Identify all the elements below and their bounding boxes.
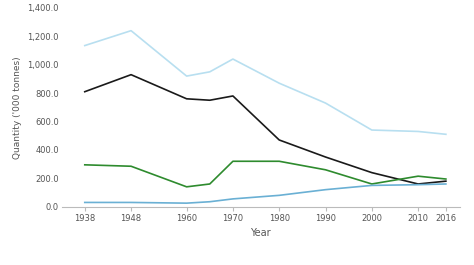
- Line: Demersal: Demersal: [85, 75, 446, 184]
- Shellfish: [184, 202, 190, 205]
- Shellfish: [276, 194, 282, 197]
- Demersal: [207, 99, 213, 102]
- Demersal: [415, 182, 421, 186]
- Shellfish: [369, 184, 374, 187]
- Total: [184, 74, 190, 78]
- Pelagic: [443, 178, 449, 181]
- Pelagic: [207, 182, 213, 186]
- Total: [128, 29, 134, 32]
- Demersal: [128, 73, 134, 76]
- Total: [207, 70, 213, 73]
- Pelagic: [230, 160, 236, 163]
- Total: [276, 82, 282, 85]
- Pelagic: [276, 160, 282, 163]
- Demersal: [276, 138, 282, 142]
- Pelagic: [369, 182, 374, 186]
- Shellfish: [415, 183, 421, 186]
- Line: Pelagic: Pelagic: [85, 161, 446, 187]
- Pelagic: [82, 163, 88, 166]
- Demersal: [369, 171, 374, 174]
- Total: [323, 101, 328, 105]
- Demersal: [230, 94, 236, 98]
- Demersal: [443, 180, 449, 183]
- Shellfish: [82, 201, 88, 204]
- Demersal: [323, 155, 328, 158]
- Total: [443, 133, 449, 136]
- Demersal: [82, 90, 88, 93]
- Pelagic: [415, 175, 421, 178]
- Demersal: [184, 97, 190, 100]
- Shellfish: [207, 200, 213, 203]
- Shellfish: [443, 182, 449, 186]
- Shellfish: [323, 188, 328, 191]
- Total: [415, 130, 421, 133]
- Line: Shellfish: Shellfish: [85, 184, 446, 203]
- Pelagic: [323, 168, 328, 171]
- Line: Total: Total: [85, 31, 446, 134]
- Y-axis label: Quantity ('000 tonnes): Quantity ('000 tonnes): [13, 56, 22, 159]
- Shellfish: [230, 197, 236, 201]
- Total: [230, 58, 236, 61]
- Total: [369, 129, 374, 132]
- X-axis label: Year: Year: [250, 228, 271, 238]
- Shellfish: [128, 201, 134, 204]
- Total: [82, 44, 88, 47]
- Pelagic: [184, 185, 190, 188]
- Pelagic: [128, 165, 134, 168]
